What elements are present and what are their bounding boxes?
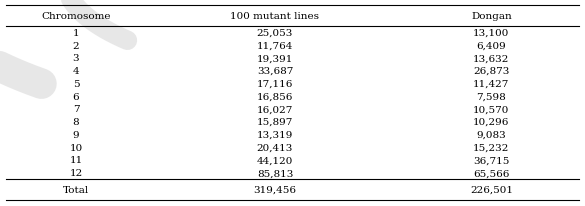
Text: 44,120: 44,120 xyxy=(257,156,293,165)
Text: Chromosome: Chromosome xyxy=(42,12,111,21)
Text: 33,687: 33,687 xyxy=(257,67,293,76)
Text: 10,296: 10,296 xyxy=(473,118,510,126)
Text: Dongan: Dongan xyxy=(471,12,512,21)
Text: 11: 11 xyxy=(70,156,82,165)
Text: 65,566: 65,566 xyxy=(473,168,510,177)
Text: 6,409: 6,409 xyxy=(477,41,506,50)
Text: 1: 1 xyxy=(73,29,80,38)
Text: 20,413: 20,413 xyxy=(257,143,293,152)
Text: 7: 7 xyxy=(73,105,80,114)
Text: 2: 2 xyxy=(73,41,80,50)
Text: 13,632: 13,632 xyxy=(473,54,510,63)
Text: 13,319: 13,319 xyxy=(257,130,293,139)
Text: 19,391: 19,391 xyxy=(257,54,293,63)
Text: 16,856: 16,856 xyxy=(257,92,293,101)
Text: 15,232: 15,232 xyxy=(473,143,510,152)
Text: 13,100: 13,100 xyxy=(473,29,510,38)
Text: 319,456: 319,456 xyxy=(253,185,297,194)
Text: 15,897: 15,897 xyxy=(257,118,293,126)
Text: 11,427: 11,427 xyxy=(473,80,510,88)
Text: 10: 10 xyxy=(70,143,82,152)
Text: 10,570: 10,570 xyxy=(473,105,510,114)
Text: 17,116: 17,116 xyxy=(257,80,293,88)
Text: 85,813: 85,813 xyxy=(257,168,293,177)
Text: 7,598: 7,598 xyxy=(477,92,506,101)
Text: 9,083: 9,083 xyxy=(477,130,506,139)
Text: 8: 8 xyxy=(73,118,80,126)
Text: 26,873: 26,873 xyxy=(473,67,510,76)
Text: 3: 3 xyxy=(73,54,80,63)
Text: 4: 4 xyxy=(73,67,80,76)
Text: 36,715: 36,715 xyxy=(473,156,510,165)
Text: 9: 9 xyxy=(73,130,80,139)
Text: 5: 5 xyxy=(73,80,80,88)
Text: 6: 6 xyxy=(73,92,80,101)
Text: 12: 12 xyxy=(70,168,82,177)
Text: 100 mutant lines: 100 mutant lines xyxy=(230,12,319,21)
Text: 226,501: 226,501 xyxy=(470,185,513,194)
Text: 11,764: 11,764 xyxy=(257,41,293,50)
Text: Total: Total xyxy=(63,185,89,194)
Text: 16,027: 16,027 xyxy=(257,105,293,114)
Text: 25,053: 25,053 xyxy=(257,29,293,38)
